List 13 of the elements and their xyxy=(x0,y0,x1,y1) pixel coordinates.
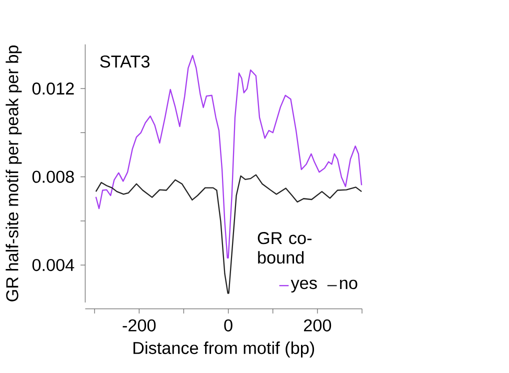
line-series xyxy=(95,174,362,294)
y-axis-title: GR half-site motif per peak per bp xyxy=(6,46,22,302)
x-tick-label: 0 xyxy=(224,319,232,332)
y-tick-label: 0.008 xyxy=(32,170,74,184)
x-tick-label: -200 xyxy=(122,319,156,332)
legend-title: GR co-bound xyxy=(258,232,312,264)
x-tick-label: 200 xyxy=(304,319,332,332)
x-axis-title: Distance from motif (bp) xyxy=(134,342,314,358)
chart-title: STAT3 xyxy=(100,56,150,68)
legend-label: yes xyxy=(290,280,317,293)
y-tick-label: 0.012 xyxy=(32,82,74,95)
y-tick-label: 0.004 xyxy=(32,259,74,272)
legend-label: no xyxy=(340,280,358,290)
